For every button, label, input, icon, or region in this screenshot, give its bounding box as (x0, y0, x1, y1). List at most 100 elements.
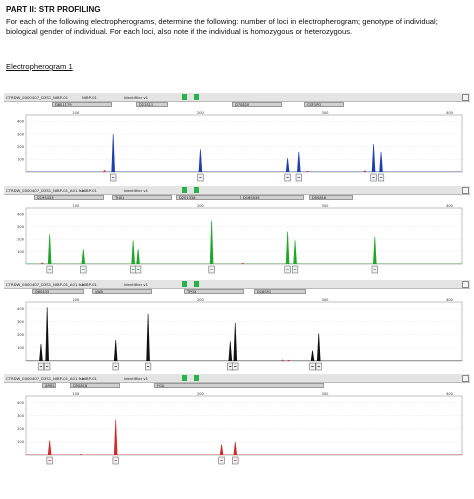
x-tick-label: 200 (197, 298, 205, 302)
instructions-text: For each of the following electropherogr… (6, 17, 438, 36)
allele-peak (379, 151, 383, 172)
x-tick-label: 200 (197, 204, 205, 208)
locus-bar[interactable]: FGA (154, 383, 324, 388)
dye-indicator-square (182, 94, 187, 100)
electropherogram-panel-1: CTRDW_0000407_D3S1_NIBP-01 NIBP-01 Identif… (4, 93, 470, 186)
allele-peak (293, 240, 297, 264)
dye-indicator-square (194, 187, 199, 193)
x-tick-label: 400 (446, 298, 454, 302)
title-field: CTRDW_0000407_D3S1_NIBP-01 (6, 94, 69, 100)
locus-bar[interactable]: TPOX (184, 289, 244, 294)
locus-bar[interactable]: D21S11 (136, 102, 168, 107)
locus-bar[interactable]: D8S433 (32, 289, 84, 294)
title-field: Identifiler v1 (124, 375, 149, 381)
plot-frame (25, 207, 463, 265)
allele-peak (310, 350, 315, 361)
electropherogram-panel-2: CTRDW_0000407_D3S1_NIBP-01_A01.fsa NIBP-0… (4, 186, 470, 278)
panel-scroll-button[interactable] (462, 94, 469, 101)
locus-bar-row: D8S433 vWA TPOX D18S51 (4, 289, 470, 295)
artifact-peak (281, 359, 285, 361)
locus-bar[interactable]: D19S433 (34, 195, 104, 200)
dye-indicator-square (194, 375, 199, 381)
locus-bar[interactable]: AMEL (42, 383, 56, 388)
electropherogram-label: Electropherogram 1 (6, 62, 73, 71)
allele-peak (297, 151, 301, 172)
dye-indicator-square (182, 187, 187, 193)
y-tick-label: 100 (17, 158, 25, 162)
artifact-peak (40, 262, 44, 264)
panel-scroll-button[interactable] (462, 187, 469, 194)
panel-title-bar: CTRDW_0000407_D3S1_NIBP-01_A01.fsa NIBP-0… (4, 374, 470, 383)
x-tick-label: 300 (322, 298, 330, 302)
allele-peak (209, 220, 214, 264)
locus-bar-row: D8S1179 D21S11 D7S820 CSF1PO (4, 102, 470, 108)
x-tick-label: 400 (446, 111, 454, 115)
locus-bar[interactable]: D18S51 (254, 289, 306, 294)
electropherogram-plot: 400 300 200 100 100 200 300 400 (17, 111, 463, 182)
allele-peak (228, 341, 233, 361)
artifact-peak (241, 262, 245, 264)
y-tick-label: 300 (17, 225, 25, 229)
allele-peak (371, 144, 376, 172)
allele-peak (219, 444, 224, 455)
locus-bar[interactable]: TH01 (112, 195, 172, 200)
locus-bar[interactable]: D5S818 (309, 195, 353, 200)
artifact-peak (306, 170, 309, 172)
artifact-peak (287, 359, 291, 361)
allele-peak (373, 236, 377, 264)
locus-bar[interactable]: D7S820 (232, 102, 282, 107)
artifact-peak (79, 453, 83, 455)
y-tick-label: 200 (17, 333, 25, 337)
x-tick-label: 400 (446, 392, 454, 396)
allele-peak (113, 340, 118, 361)
y-tick-label: 400 (17, 307, 25, 311)
title-field: NIBP-01 (82, 281, 97, 287)
panel-scroll-button[interactable] (462, 375, 469, 382)
allele-peak (233, 441, 238, 455)
x-tick-label: 100 (72, 204, 80, 208)
allele-peak (136, 249, 140, 264)
title-field: CTRDW_0000407_D3S1_NIBP-01_A01.fsa (6, 187, 85, 193)
electropherogram-panel-3: CTRDW_0000407_D3S1_NIBP-01_A01.fsa NIBP-0… (4, 280, 470, 375)
y-tick-label: 300 (17, 414, 25, 418)
y-tick-label: 200 (17, 145, 25, 149)
allele-peak (81, 249, 86, 264)
x-tick-label: 400 (446, 204, 454, 208)
allele-peak (47, 440, 52, 455)
title-field: NIBP-01 (82, 94, 97, 100)
locus-bar[interactable]: D8S1179 (52, 102, 112, 107)
panel-title-bar: CTRDW_0000407_D3S1_NIBP-01_A01.fsa NIBP-0… (4, 186, 470, 195)
allele-peak (285, 158, 290, 172)
allele-peak (198, 149, 203, 172)
panel-title-bar: CTRDW_0000407_D3S1_NIBP-01 NIBP-01 Identif… (4, 93, 470, 102)
locus-bar[interactable]: vWA (92, 289, 152, 294)
plot-frame (25, 395, 463, 456)
locus-bar[interactable]: D5S818 (70, 383, 120, 388)
x-tick-label: 100 (72, 392, 80, 396)
dye-indicator-square (194, 94, 199, 100)
title-field: NIBP-01 (82, 187, 97, 193)
y-tick-label: 400 (17, 120, 25, 124)
artifact-peak (103, 169, 106, 172)
allele-peak (131, 240, 135, 264)
electropherogram-plot: 400 300 200 100 100 200 300 400 (17, 204, 463, 274)
allele-peak (316, 333, 321, 361)
locus-bar[interactable]: D16S539 (240, 195, 304, 200)
artifact-peak (363, 170, 367, 172)
y-tick-label: 200 (17, 427, 25, 431)
allele-peak (111, 134, 115, 172)
panel-scroll-button[interactable] (462, 281, 469, 288)
allele-peak (233, 322, 238, 361)
title-field: Identifiler v1 (124, 187, 149, 193)
electropherogram-panel-4: CTRDW_0000407_D3S1_NIBP-01_A01.fsa NIBP-0… (4, 374, 470, 469)
title-field: Identifiler v1 (124, 94, 149, 100)
allele-peak (47, 234, 52, 264)
x-tick-label: 100 (72, 111, 80, 115)
dye-indicator-square (194, 281, 199, 287)
y-tick-label: 100 (17, 346, 25, 350)
plot-frame (25, 301, 463, 362)
title-field: Identifiler v1 (124, 281, 149, 287)
y-tick-label: 200 (17, 237, 25, 241)
y-tick-label: 400 (17, 401, 25, 405)
locus-bar[interactable]: CSF1PO (304, 102, 344, 107)
